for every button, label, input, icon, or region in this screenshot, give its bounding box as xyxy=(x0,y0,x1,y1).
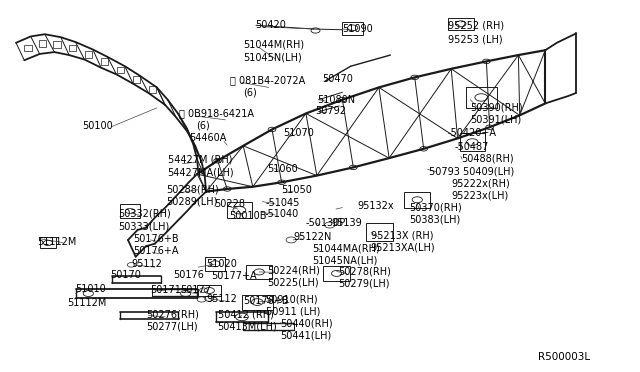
Text: 50488(RH): 50488(RH) xyxy=(461,153,513,163)
Text: 50010B: 50010B xyxy=(229,211,267,221)
Bar xyxy=(404,192,430,208)
Text: 50441(LH): 50441(LH) xyxy=(280,331,332,341)
Text: -51045: -51045 xyxy=(266,198,300,208)
Bar xyxy=(54,41,61,48)
Text: 50278(RH): 50278(RH) xyxy=(338,267,391,276)
Text: 50470: 50470 xyxy=(322,74,353,84)
Text: -50487: -50487 xyxy=(454,142,489,152)
Text: -50130P: -50130P xyxy=(305,218,346,228)
Text: 51060: 51060 xyxy=(268,164,298,173)
Text: 50370(RH): 50370(RH) xyxy=(410,203,462,212)
Text: 50288(RH): 50288(RH) xyxy=(166,185,219,195)
Bar xyxy=(38,41,46,47)
Text: 50420: 50420 xyxy=(255,20,285,30)
Text: 95213XA(LH): 95213XA(LH) xyxy=(370,243,435,252)
Text: 51050: 51050 xyxy=(282,185,312,195)
Bar xyxy=(40,237,56,248)
Bar xyxy=(227,202,252,218)
Bar xyxy=(205,257,225,271)
Text: 51070: 51070 xyxy=(283,128,314,138)
Text: 50332(RH): 50332(RH) xyxy=(118,209,171,219)
Text: 50792: 50792 xyxy=(315,106,346,116)
Text: 95112: 95112 xyxy=(131,259,162,269)
Text: 51044MA(RH): 51044MA(RH) xyxy=(312,244,380,253)
Text: 50276(RH): 50276(RH) xyxy=(146,310,199,319)
Text: 54427MA(LH): 54427MA(LH) xyxy=(168,167,234,177)
Text: 50391(LH): 50391(LH) xyxy=(470,114,522,124)
Text: Ⓝ 0B918-6421A: Ⓝ 0B918-6421A xyxy=(179,109,254,118)
Text: 50171: 50171 xyxy=(150,285,181,295)
Bar xyxy=(24,45,31,51)
Text: 95122N: 95122N xyxy=(293,232,332,242)
Text: 51010: 51010 xyxy=(76,285,106,294)
Bar xyxy=(342,22,363,35)
Text: 95252 (RH): 95252 (RH) xyxy=(448,20,504,30)
Text: 50176+B: 50176+B xyxy=(243,296,289,305)
Text: 50177+A: 50177+A xyxy=(211,272,257,281)
Text: 50224(RH): 50224(RH) xyxy=(268,266,321,276)
Text: Ⓑ 081B4-2072A: Ⓑ 081B4-2072A xyxy=(230,75,306,85)
Text: 50225(LH): 50225(LH) xyxy=(268,278,319,288)
Bar xyxy=(366,223,393,241)
Text: 51044M(RH): 51044M(RH) xyxy=(243,40,305,49)
Bar xyxy=(84,51,92,58)
Text: 50910(RH): 50910(RH) xyxy=(266,295,318,304)
Text: 50289(LH): 50289(LH) xyxy=(166,197,218,207)
Bar xyxy=(460,133,485,151)
Text: 51112M: 51112M xyxy=(67,298,107,308)
Text: -51040: -51040 xyxy=(264,209,299,219)
Text: 95222x(RH): 95222x(RH) xyxy=(451,179,510,188)
Bar xyxy=(100,58,108,65)
Bar xyxy=(466,87,497,108)
Bar xyxy=(448,18,474,30)
Text: 51045NA(LH): 51045NA(LH) xyxy=(312,256,378,265)
Text: R500003L: R500003L xyxy=(538,352,589,362)
Text: 50228: 50228 xyxy=(214,199,245,209)
Text: 95213X (RH): 95213X (RH) xyxy=(371,231,434,240)
Text: 50100: 50100 xyxy=(82,122,113,131)
Bar xyxy=(132,76,140,83)
Bar xyxy=(116,67,124,73)
Text: 50333(LH): 50333(LH) xyxy=(118,221,170,231)
Text: 95139: 95139 xyxy=(332,218,362,228)
Text: 54427M (RH): 54427M (RH) xyxy=(168,155,232,165)
Text: 50279(LH): 50279(LH) xyxy=(338,279,389,289)
Text: -50420+A: -50420+A xyxy=(448,128,497,138)
Bar xyxy=(323,266,350,281)
Text: 50440(RH): 50440(RH) xyxy=(280,319,333,328)
Text: 95112: 95112 xyxy=(206,294,237,304)
Bar xyxy=(242,295,273,310)
Text: 50277(LH): 50277(LH) xyxy=(146,322,198,331)
Text: 54460A: 54460A xyxy=(189,134,227,143)
Bar xyxy=(120,204,140,218)
Text: 51080N: 51080N xyxy=(317,95,355,105)
Text: 51090: 51090 xyxy=(342,24,373,34)
Text: 50413M(LH): 50413M(LH) xyxy=(218,322,277,331)
Text: 50177: 50177 xyxy=(180,285,211,295)
Text: 51112M: 51112M xyxy=(37,237,77,247)
Text: 50170: 50170 xyxy=(110,270,141,280)
Bar xyxy=(197,285,221,296)
Bar xyxy=(68,45,76,51)
Text: 51045N(LH): 51045N(LH) xyxy=(243,53,302,62)
Text: 95223x(LH): 95223x(LH) xyxy=(451,190,508,200)
Text: (6): (6) xyxy=(243,87,257,97)
Text: 50412 (RH): 50412 (RH) xyxy=(218,310,273,319)
Text: 95132x: 95132x xyxy=(357,202,394,211)
Text: 50390(RH): 50390(RH) xyxy=(470,102,523,112)
Text: 50176+B: 50176+B xyxy=(133,234,179,244)
Bar xyxy=(246,265,272,279)
Text: 50793 50409(LH): 50793 50409(LH) xyxy=(429,166,514,176)
Text: 50911 (LH): 50911 (LH) xyxy=(266,307,320,317)
Text: (6): (6) xyxy=(196,121,209,131)
Text: 95253 (LH): 95253 (LH) xyxy=(448,34,502,44)
Bar xyxy=(148,86,156,93)
Text: 50176: 50176 xyxy=(173,270,204,280)
Text: 51020: 51020 xyxy=(206,259,237,269)
Text: 50383(LH): 50383(LH) xyxy=(410,215,461,224)
Text: 50176+A: 50176+A xyxy=(133,246,179,256)
